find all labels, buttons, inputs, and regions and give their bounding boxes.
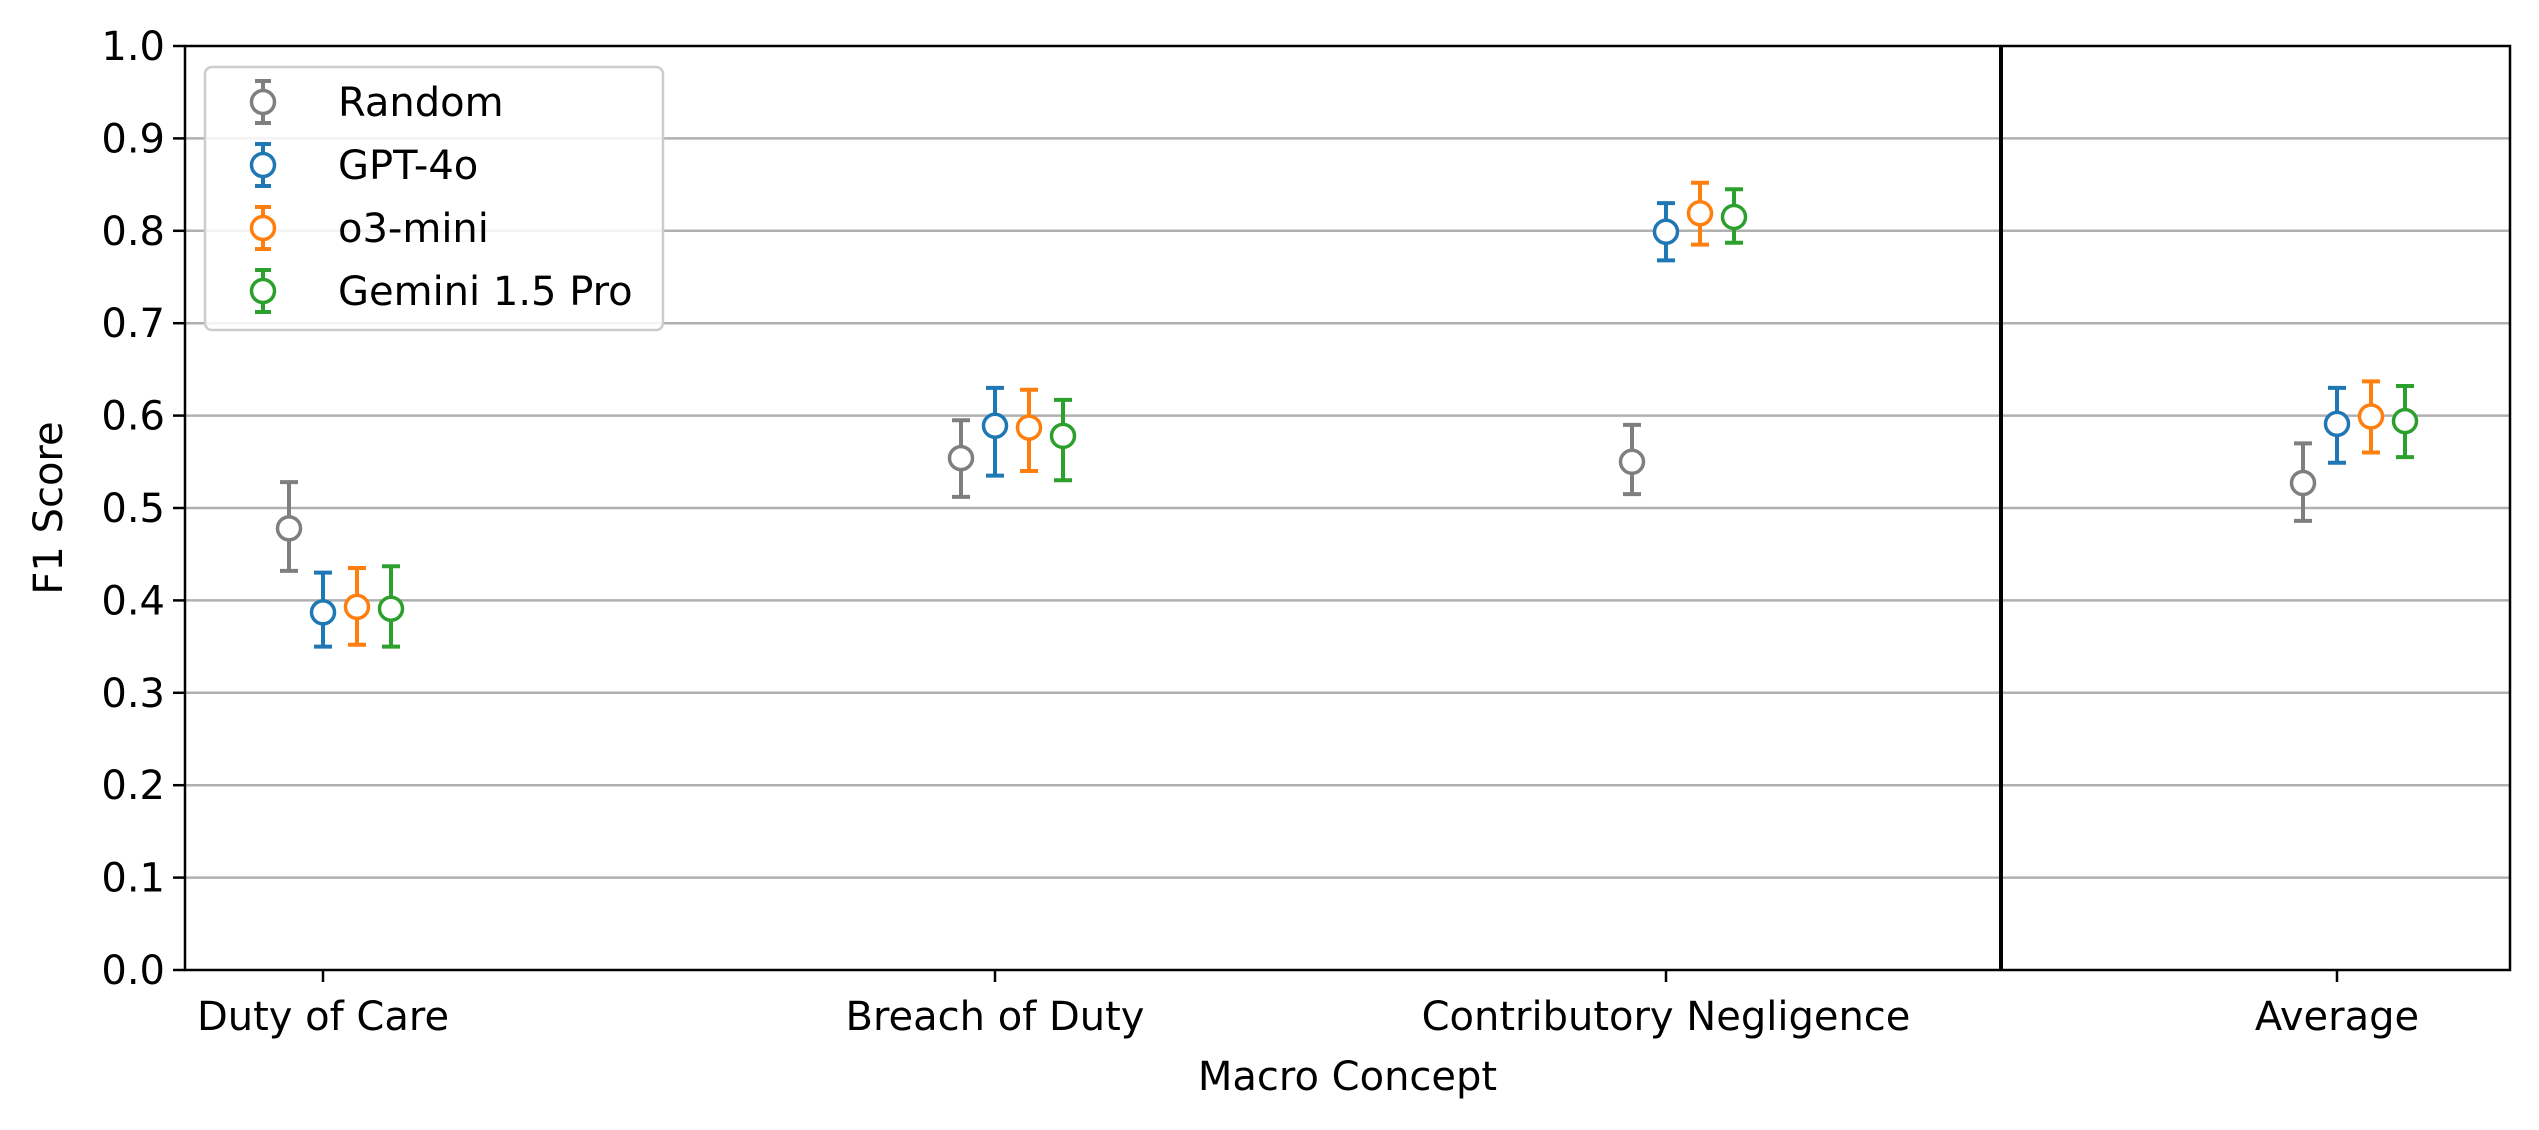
data-point: [947, 444, 975, 472]
data-point: [1686, 199, 1714, 227]
legend-marker: [249, 88, 277, 116]
data-point: [2357, 403, 2385, 430]
legend-box: [203, 65, 665, 332]
data-point: [1049, 422, 1077, 450]
y-tick-label: 0.9: [101, 116, 165, 162]
y-axis: 0.0 0.1 0.2 0.3 0.4 0.5 0.6 0.7 0.8 0.9 1.0: [101, 24, 185, 994]
data-point: [1618, 448, 1646, 476]
data-point: [1015, 414, 1043, 441]
legend-marker: [249, 277, 277, 305]
data-point: [1652, 218, 1680, 245]
data-point: [2289, 469, 2317, 497]
y-tick-label: 0.7: [101, 301, 165, 347]
data-point: [2323, 410, 2351, 438]
y-tick-label: 0.0: [101, 948, 165, 994]
y-tick-label: 1.0: [101, 24, 165, 70]
x-tick-label: Breach of Duty: [846, 994, 1145, 1040]
data-point: [2391, 407, 2419, 435]
y-tick-label: 0.3: [101, 671, 165, 717]
data-point: [343, 593, 371, 621]
y-tick-label: 0.6: [101, 394, 165, 440]
x-tick-label: Duty of Care: [197, 994, 449, 1040]
series-gpt-4o: [309, 201, 2351, 649]
legend-marker: [249, 151, 277, 179]
data-points: [275, 180, 2419, 649]
data-point: [377, 595, 405, 622]
x-axis-label: Macro Concept: [1198, 1054, 1497, 1100]
legend-label: Random: [338, 80, 504, 126]
legend: Random GPT-4o o3-mini Gemini 1.5 Pro: [203, 65, 665, 332]
legend-marker: [249, 214, 277, 242]
data-point: [981, 412, 1009, 440]
legend-item: Gemini 1.5 Pro: [249, 268, 633, 315]
y-tick-label: 0.4: [101, 578, 165, 624]
data-point: [1720, 203, 1748, 231]
series-gemini-1-5-pro: [377, 187, 2419, 649]
y-tick-label: 0.8: [101, 209, 165, 255]
legend-item: GPT-4o: [249, 142, 478, 189]
data-point: [309, 599, 337, 626]
legend-label: o3-mini: [338, 206, 489, 252]
series-random: [275, 418, 2317, 573]
legend-item: o3-mini: [249, 205, 489, 252]
legend-item: Random: [249, 79, 504, 126]
x-tick-label: Contributory Negligence: [1422, 994, 1911, 1040]
series-o3-mini: [343, 180, 2385, 647]
y-tick-label: 0.5: [101, 486, 165, 532]
x-tick-label: Average: [2255, 994, 2419, 1040]
data-point: [275, 515, 303, 542]
legend-label: GPT-4o: [338, 143, 478, 189]
y-tick-label: 0.1: [101, 856, 165, 902]
y-tick-label: 0.2: [101, 763, 165, 809]
x-axis: Duty of Care Breach of Duty Contributory N…: [197, 970, 2419, 1040]
y-axis-label: F1 Score: [26, 421, 72, 594]
legend-label: Gemini 1.5 Pro: [338, 269, 633, 315]
